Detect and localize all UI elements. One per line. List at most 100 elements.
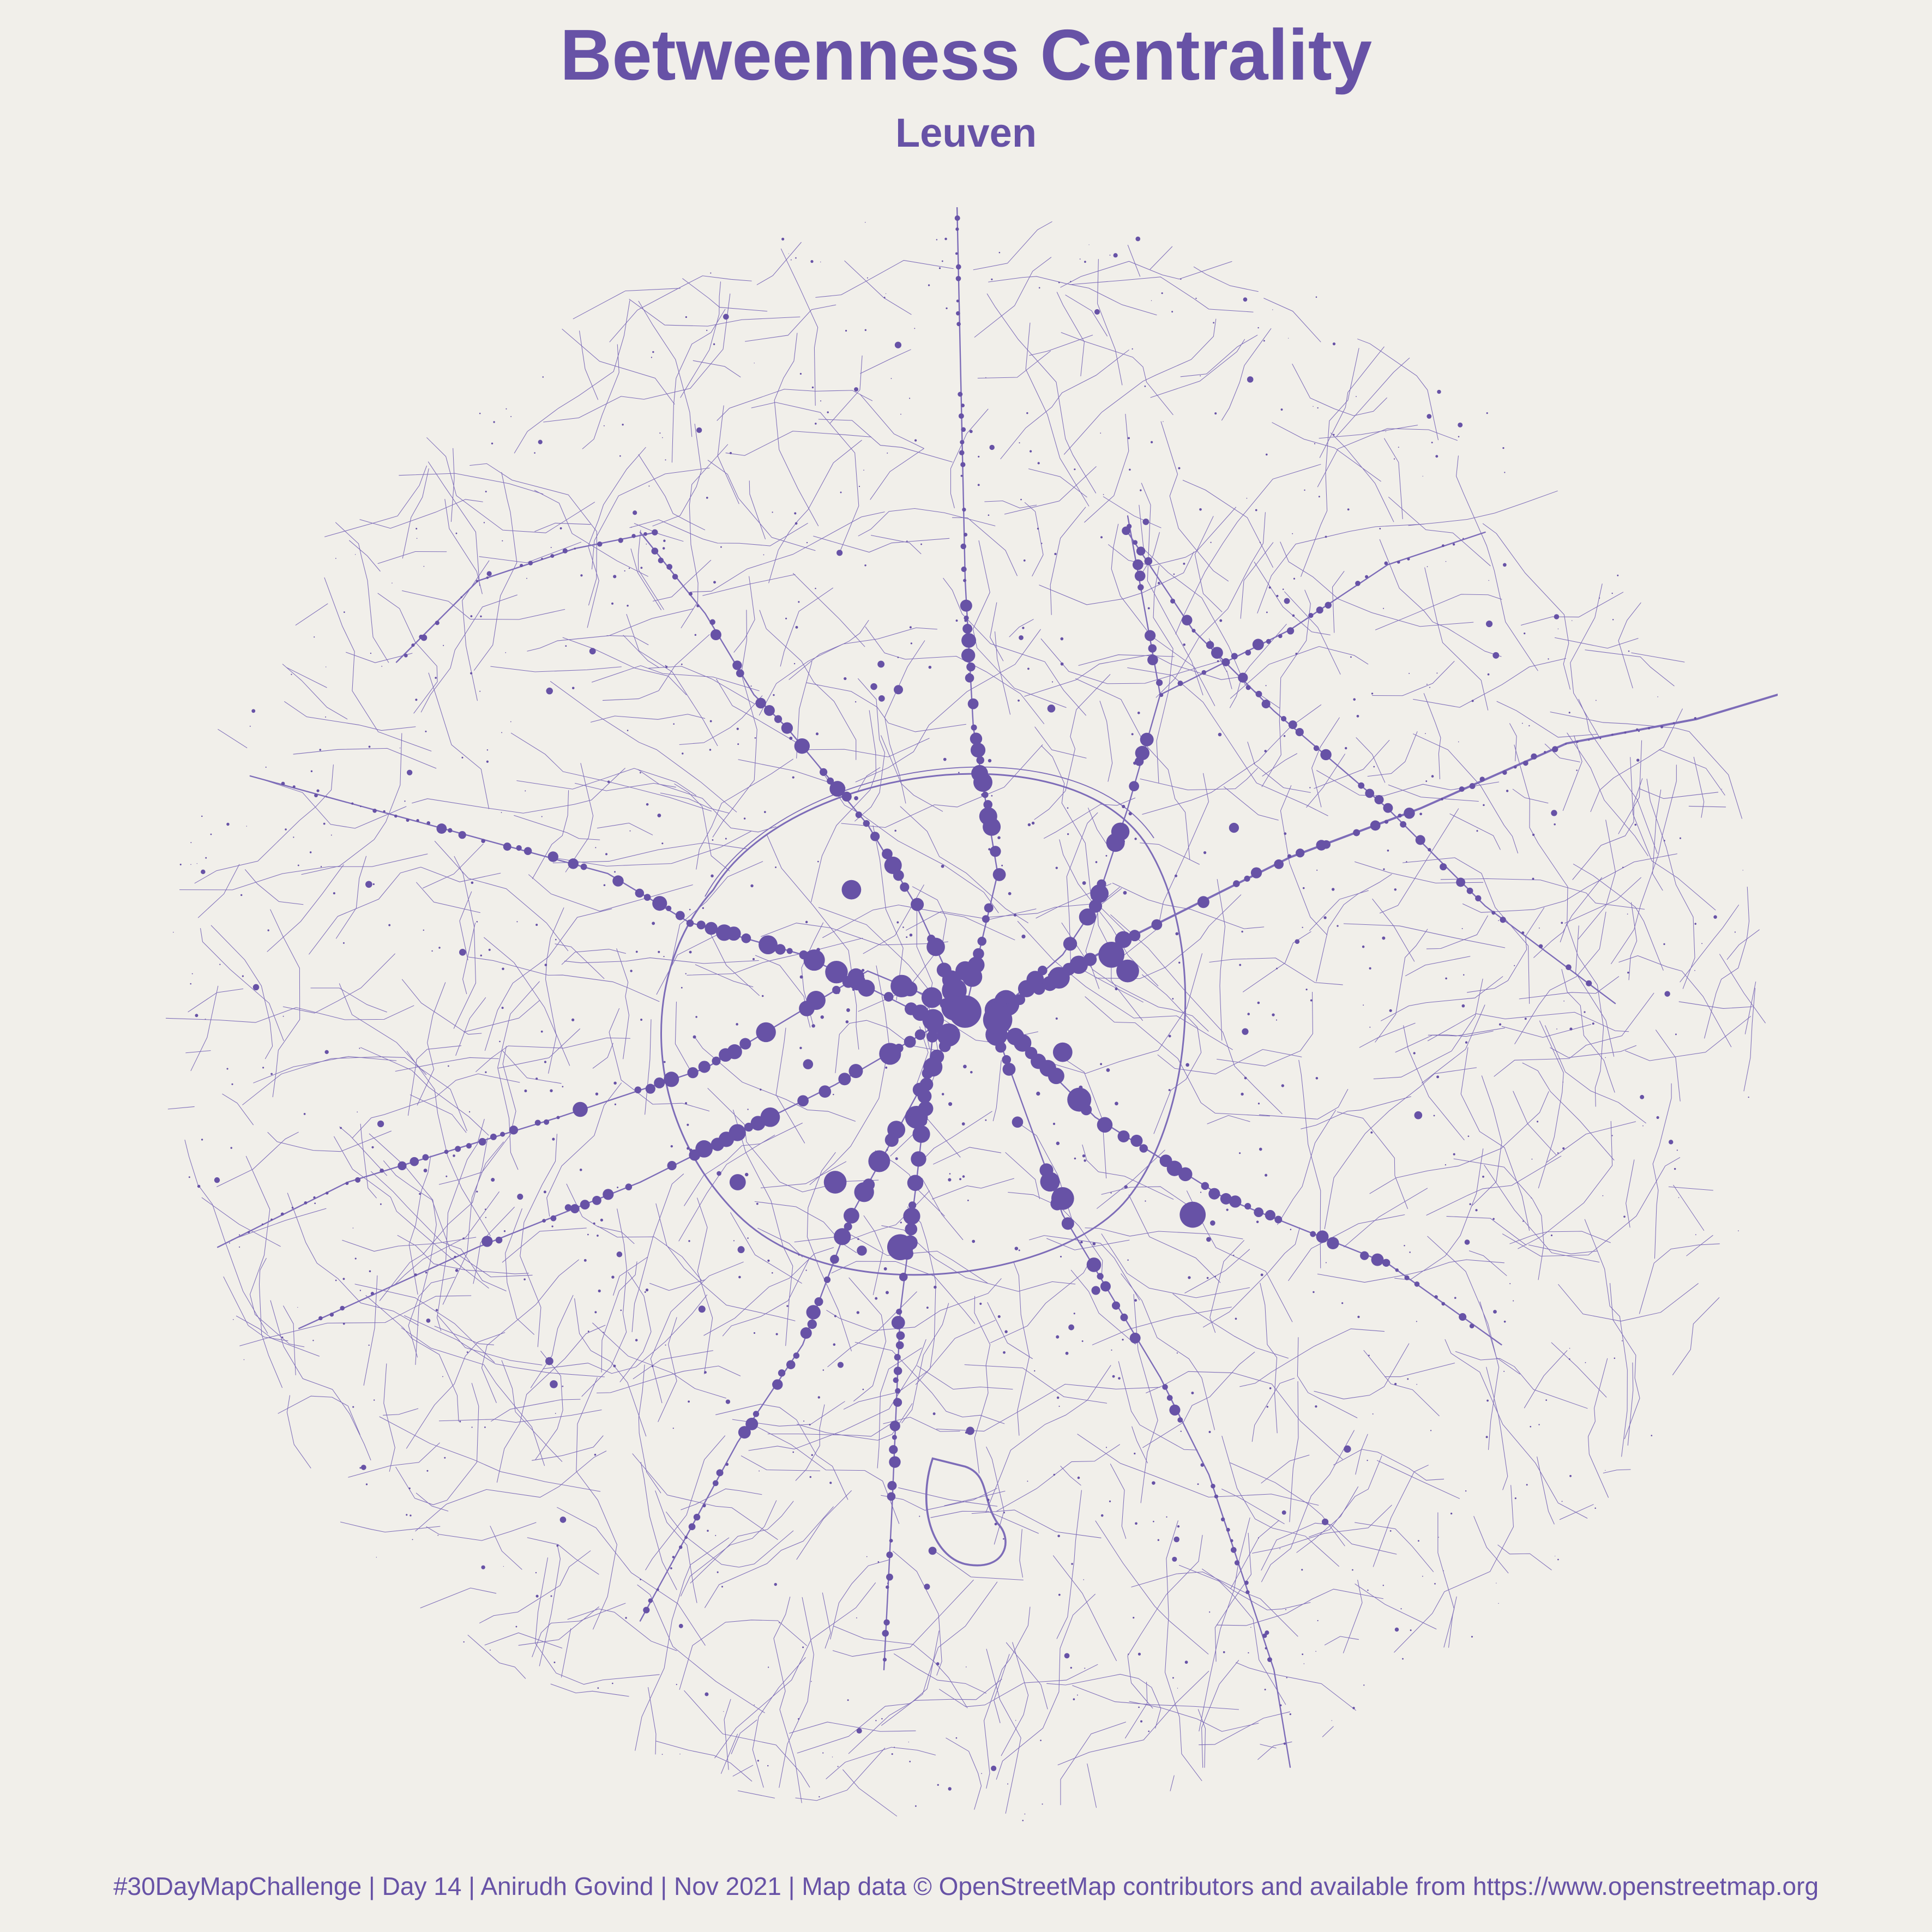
centrality-node (1255, 509, 1257, 511)
centrality-node (1304, 489, 1305, 491)
street-segment (1155, 512, 1266, 698)
centrality-node (705, 922, 718, 935)
centrality-node (988, 514, 990, 516)
street-segment (1128, 1194, 1221, 1283)
street-segment (1157, 1049, 1302, 1075)
centrality-node (455, 1146, 461, 1152)
centrality-node (1064, 1653, 1070, 1659)
centrality-node (1503, 1320, 1506, 1323)
centrality-node (956, 322, 961, 327)
centrality-node (1413, 1052, 1416, 1055)
centrality-node (453, 1154, 455, 1157)
centrality-node (1345, 747, 1347, 750)
centrality-node (426, 1470, 429, 1472)
centrality-node (1651, 1435, 1653, 1436)
street-segment (539, 1544, 561, 1666)
centrality-node (717, 1171, 721, 1176)
centrality-node (1414, 1111, 1423, 1120)
centrality-node (1129, 1332, 1141, 1344)
centrality-node (314, 1202, 316, 1205)
centrality-node (229, 1242, 230, 1244)
centrality-node (1524, 1018, 1527, 1020)
centrality-node (912, 1125, 930, 1143)
centrality-node (1060, 637, 1064, 641)
centrality-node (1337, 925, 1339, 927)
street-segment (1564, 877, 1641, 924)
centrality-node (486, 760, 489, 763)
centrality-node (1246, 497, 1248, 499)
street-segment (1628, 902, 1638, 980)
centrality-node (885, 1066, 888, 1069)
street-segment (395, 1057, 499, 1072)
street-segment (438, 1409, 602, 1423)
centrality-node (1027, 667, 1030, 670)
street-segment (1065, 1059, 1107, 1179)
centrality-node (744, 1122, 754, 1132)
street-segment (623, 635, 660, 669)
street-segment (725, 431, 872, 456)
centrality-node (836, 991, 840, 994)
street-segment (984, 500, 1037, 509)
centrality-node (503, 1566, 504, 1567)
centrality-node (678, 1623, 683, 1628)
centrality-node (1147, 607, 1150, 610)
centrality-node (270, 1218, 273, 1221)
centrality-node (509, 1126, 519, 1135)
centrality-node (670, 1145, 673, 1148)
centrality-node (771, 1272, 773, 1274)
street-segment (638, 300, 693, 437)
street-segment (653, 559, 712, 601)
centrality-node (251, 709, 256, 713)
street-segment (412, 768, 625, 814)
street-segment (1103, 496, 1161, 528)
street-segment (720, 1734, 738, 1774)
centrality-node (1052, 1122, 1056, 1126)
centrality-node (613, 1081, 617, 1085)
centrality-node (1321, 1518, 1329, 1525)
street-segment (877, 1347, 922, 1468)
centrality-node (344, 611, 345, 613)
street-segment (1078, 654, 1175, 666)
centrality-node (603, 884, 606, 887)
street-segment (534, 490, 648, 577)
street-segment (581, 1208, 627, 1397)
centrality-node (781, 237, 785, 241)
centrality-node (890, 974, 913, 997)
centrality-node (1206, 1237, 1211, 1242)
centrality-node (689, 950, 692, 954)
centrality-node (1265, 1630, 1269, 1635)
street-segment (1140, 768, 1258, 791)
centrality-node (992, 868, 1006, 881)
centrality-node (1243, 297, 1248, 302)
centrality-node (658, 950, 660, 953)
centrality-node (587, 1233, 589, 1236)
street-segment (1678, 1001, 1753, 1009)
centrality-node (1131, 733, 1134, 736)
centrality-node (1514, 965, 1515, 966)
centrality-node (1106, 1068, 1110, 1072)
street-segment (650, 1261, 744, 1404)
centrality-node (1636, 728, 1639, 731)
centrality-node (961, 566, 967, 572)
street-segment (833, 1626, 968, 1708)
centrality-node (977, 484, 980, 486)
centrality-node (249, 725, 251, 727)
centrality-node (1151, 300, 1152, 302)
centrality-node (994, 1522, 997, 1526)
centrality-node (1453, 1153, 1455, 1155)
centrality-node (702, 1503, 706, 1508)
centrality-node (197, 1184, 201, 1188)
centrality-node (673, 723, 675, 725)
centrality-node (1531, 1197, 1532, 1199)
street-segment (944, 1490, 1006, 1506)
street-segment (633, 1350, 714, 1380)
centrality-node (516, 921, 518, 923)
centrality-node (896, 1331, 905, 1340)
centrality-node (544, 1119, 550, 1125)
street-segment (434, 1326, 495, 1345)
centrality-node (605, 853, 608, 856)
centrality-node (325, 716, 327, 718)
street-segment (1075, 678, 1190, 860)
centrality-node (877, 1561, 880, 1563)
street-segment (829, 355, 863, 424)
